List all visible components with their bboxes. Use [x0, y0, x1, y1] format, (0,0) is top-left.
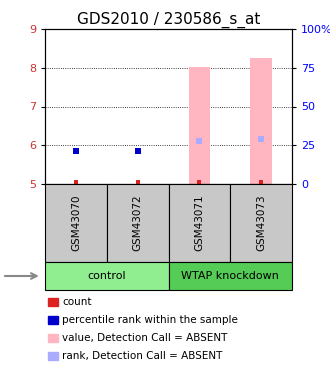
Bar	[45, 184, 107, 262]
Text: percentile rank within the sample: percentile rank within the sample	[62, 315, 238, 325]
Text: rank, Detection Call = ABSENT: rank, Detection Call = ABSENT	[62, 351, 223, 361]
Bar	[250, 58, 272, 184]
Text: GSM43070: GSM43070	[71, 195, 81, 251]
Text: GSM43072: GSM43072	[133, 195, 143, 251]
Title: GDS2010 / 230586_s_at: GDS2010 / 230586_s_at	[77, 12, 260, 28]
Text: count: count	[62, 297, 92, 307]
Text: control: control	[87, 271, 126, 281]
Bar	[45, 262, 169, 290]
Text: value, Detection Call = ABSENT: value, Detection Call = ABSENT	[62, 333, 228, 343]
Text: GSM43071: GSM43071	[194, 195, 204, 251]
Bar	[230, 184, 292, 262]
Bar	[169, 184, 230, 262]
Bar	[188, 67, 210, 184]
Text: WTAP knockdown: WTAP knockdown	[181, 271, 279, 281]
Text: GSM43073: GSM43073	[256, 195, 266, 251]
Bar	[169, 262, 292, 290]
Bar	[107, 184, 169, 262]
